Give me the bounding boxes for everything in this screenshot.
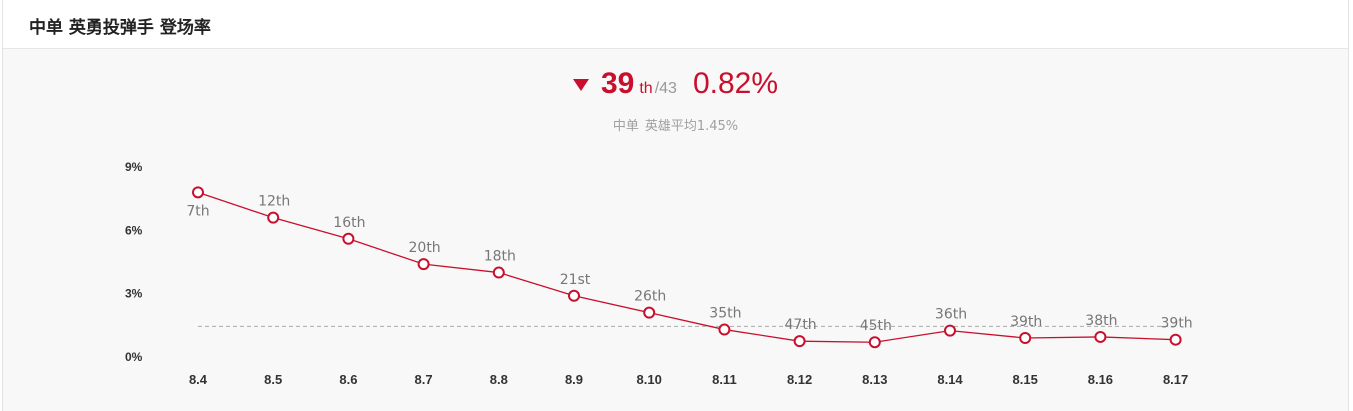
panel-title: 中单 英勇投弹手 登场率 [29,18,211,38]
data-point [1169,333,1182,346]
data-label: 45th [860,318,892,334]
x-tick-label: 8.8 [490,372,508,387]
average-rate-text: 中单 英雄平均1.45% [3,115,1348,134]
data-label: 26th [634,289,666,305]
data-point [568,289,580,302]
x-tick-label: 8.11 [712,372,737,387]
data-label: 20th [409,240,441,256]
data-point [1019,332,1032,344]
data-label: 35th [709,306,741,322]
y-tick-label: 9% [125,160,143,174]
data-label: 38th [1085,313,1117,329]
x-tick-label: 8.12 [787,372,812,387]
data-label: 47th [785,317,817,333]
data-point [1094,330,1107,343]
down-triangle-icon [572,78,589,91]
series-line [197,191,1176,343]
data-label: 36th [935,307,967,323]
x-tick-label: 8.13 [862,372,887,387]
data-label: 12th [258,194,290,210]
x-tick-label: 8.9 [565,372,583,387]
y-tick-label: 3% [125,287,143,301]
x-tick-label: 8.7 [415,372,433,387]
rank-suffix: th [639,80,653,97]
x-tick-label: 8.10 [637,372,662,387]
data-label: 7th [186,203,209,219]
data-label: 39th [1161,316,1193,332]
average-value: 英雄平均1.45% [644,119,739,134]
pick-rate-line-chart: 0% 3% 6% 9% 8.4 8.5 8.6 8.7 8.8 8.9 8.10 8.11 8.12 8.… [125,160,1193,387]
data-point [342,232,355,245]
data-point [643,306,656,319]
data-point [944,324,956,337]
data-label: 16th [333,215,365,231]
data-label: 18th [484,249,516,265]
data-point [192,186,204,199]
x-tick-label: 8.14 [937,372,963,387]
pick-rate-value: 0.82% [692,67,779,100]
data-point [793,335,806,348]
x-tick-label: 8.5 [264,372,282,387]
x-tick-label: 8.6 [339,372,357,387]
x-tick-label: 8.4 [189,372,208,387]
x-tick-label: 8.15 [1013,372,1038,387]
average-role: 中单 [612,119,639,134]
rank-value: 39 [600,67,635,100]
rank-total: /43 [654,80,677,97]
y-tick-label: 0% [125,350,143,364]
data-point [718,323,731,336]
y-tick-label: 6% [125,223,143,237]
data-point [492,266,505,279]
x-tick-label: 8.16 [1088,372,1113,387]
data-point [417,258,430,271]
panel-header: 中单 英勇投弹手 登场率 [3,0,1348,49]
data-label: 21st [560,272,591,288]
data-point [267,211,280,224]
data-point [868,336,881,349]
data-label: 39th [1010,314,1042,330]
x-tick-label: 8.17 [1163,372,1188,387]
